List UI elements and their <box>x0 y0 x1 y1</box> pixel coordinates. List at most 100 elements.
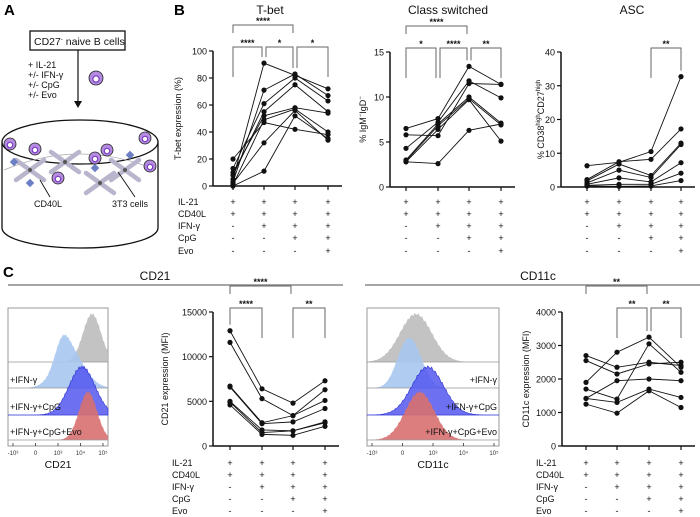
condition-plus: + <box>322 482 327 492</box>
condition-minus: - <box>294 246 297 256</box>
data-point <box>678 160 684 166</box>
donor-line <box>405 99 502 163</box>
condition-plus: + <box>292 233 297 243</box>
conditions-table: + + + + + + + + - + + + - - + + - - - + <box>584 197 683 256</box>
donor-line <box>232 84 329 176</box>
data-point <box>325 86 331 92</box>
chart-cd11c: 0 1000 2000 3000 4000 CD11c expression (MFI) *… <box>521 277 695 516</box>
data-point <box>678 369 684 375</box>
condition-label: CpG <box>172 494 191 504</box>
condition-plus: + <box>678 233 683 243</box>
y-label-superscript: high <box>536 80 542 91</box>
cell-box-label: CD27- naive B cells <box>34 36 125 48</box>
panel-a-diagram: CD27- naive B cells + IL-21 +/- IFN-γ +/… <box>1 30 159 249</box>
cd40l-pointer <box>39 179 51 198</box>
data-point <box>435 133 441 139</box>
condition-label: CpG <box>178 233 197 243</box>
conditions-table: + + + + + + + + - + + + - - + + - - - + <box>403 197 503 256</box>
condition-plus: + <box>325 233 330 243</box>
condition-plus: + <box>466 233 471 243</box>
condition-plus: + <box>678 470 683 480</box>
condition-plus: + <box>230 209 235 219</box>
histogram-trace <box>8 313 108 362</box>
data-point <box>290 419 296 425</box>
data-point <box>230 156 236 162</box>
fibroblast-arm <box>97 180 117 196</box>
condition-minus: - <box>618 233 621 243</box>
condition-plus: + <box>227 470 232 480</box>
condition-plus: + <box>227 458 232 468</box>
condition-minus: - <box>261 494 264 504</box>
y-tick-label: 20 <box>197 155 207 165</box>
condition-plus: + <box>290 470 295 480</box>
condition-label: IL-21 <box>178 197 199 207</box>
data-point <box>325 110 331 116</box>
data-point <box>583 357 589 364</box>
condition-plus: + <box>583 458 588 468</box>
condition-plus: + <box>678 197 683 207</box>
fibroblast-arm <box>62 159 82 175</box>
y-axis-label: T-bet expression (%) <box>173 77 183 160</box>
condition-minus: - <box>585 494 588 504</box>
condition-plus: + <box>498 233 503 243</box>
cd40l-label: CD40L <box>34 199 62 209</box>
data-point <box>498 81 504 87</box>
condition-plus: + <box>648 197 653 207</box>
condition-plus: + <box>678 506 683 516</box>
donor-line <box>586 128 682 180</box>
y-label-superscript: − <box>358 113 364 117</box>
condition-minus: - <box>405 221 408 231</box>
condition-plus: + <box>678 209 683 219</box>
condition-plus: + <box>290 458 295 468</box>
donor-line <box>585 390 682 414</box>
fibroblast-icon <box>98 181 102 185</box>
fibroblast-arm <box>108 157 128 173</box>
data-point <box>292 71 298 77</box>
condition-plus: + <box>290 494 295 504</box>
significance-bracket <box>439 47 468 78</box>
panel-letter-b: B <box>174 2 185 19</box>
data-point <box>230 169 236 176</box>
conditions-table: IL-21 + + + + CD40L + + + + IFN-γ - + + + CpG - - + + Evo - - -… <box>178 197 331 256</box>
y-tick-label: 15000 <box>182 308 207 318</box>
significance-label: ** <box>662 39 670 49</box>
data-point <box>616 183 622 189</box>
y-tick-label: 80 <box>197 74 207 84</box>
condition-label: IFN-γ <box>536 482 558 492</box>
y-tick-label: 10000 <box>182 352 207 362</box>
condition-plus: + <box>322 470 327 480</box>
condition-minus: - <box>229 506 232 516</box>
condition-plus: + <box>435 197 440 207</box>
data-point <box>261 113 267 119</box>
histogram-trace <box>367 391 499 440</box>
data-point <box>646 341 652 347</box>
condition-minus: - <box>292 506 295 516</box>
data-point <box>261 140 267 146</box>
condition-plus: + <box>435 221 440 231</box>
data-point <box>261 117 267 123</box>
condition-plus: + <box>646 494 651 504</box>
condition-plus: + <box>646 458 651 468</box>
data-point <box>616 175 622 181</box>
data-point <box>614 364 620 370</box>
donor-line <box>585 336 682 383</box>
data-point <box>614 410 620 416</box>
data-point <box>678 378 684 384</box>
condition-minus: - <box>586 246 589 256</box>
condition-plus: + <box>322 494 327 504</box>
condition-minus: - <box>405 246 408 256</box>
donor-series <box>403 80 504 139</box>
y-tick-label: 4000 <box>536 308 556 318</box>
histogram-tick-label: -10³ <box>8 451 19 457</box>
significance-bracket <box>616 307 648 338</box>
fibroblast-arm <box>48 159 68 175</box>
significance-label: **** <box>240 38 255 48</box>
donor-line <box>586 142 682 182</box>
histogram-axis-label: CD21 <box>45 459 72 471</box>
donor-line <box>232 109 329 184</box>
lane-label: +IFN-γ+CpG <box>10 402 61 412</box>
donor-series <box>403 63 504 132</box>
dish-rim <box>1 119 159 165</box>
condition-label: CD40L <box>178 209 206 219</box>
